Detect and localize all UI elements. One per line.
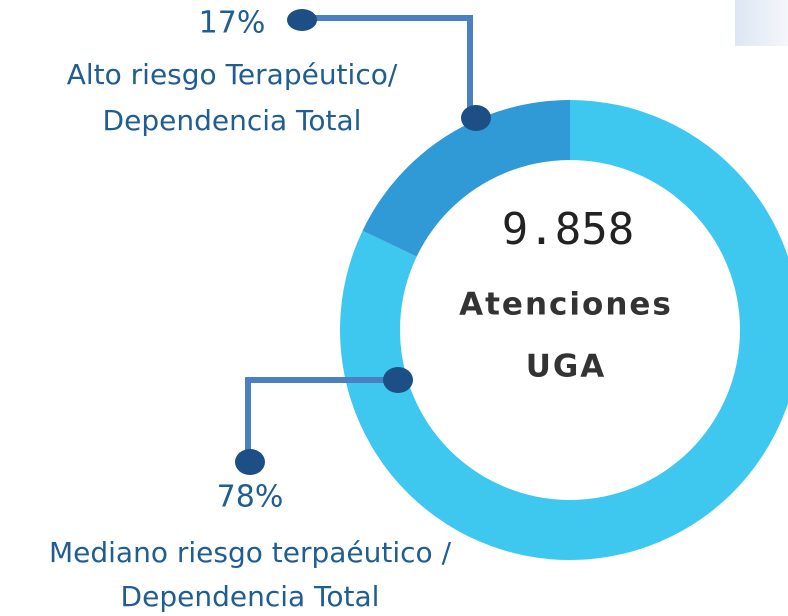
leader-dot (235, 449, 265, 475)
leader-line (300, 15, 473, 118)
value-label: 78% (217, 480, 284, 515)
leader-dot (287, 9, 317, 31)
category-label: Dependencia Total (121, 580, 380, 613)
center-label: Atenciones (459, 287, 673, 323)
category-label: Mediano riesgo terpaéutico / (49, 536, 452, 569)
leader-dot (383, 367, 413, 393)
corner-panel (735, 0, 788, 46)
leader-dot (461, 105, 491, 131)
center-label: UGA (526, 349, 607, 385)
value-label: 17% (199, 6, 266, 41)
donut-segment (362, 99, 570, 258)
category-label: Alto riesgo Terapéutico/ (67, 58, 398, 91)
center-value: 9.858 (502, 204, 634, 255)
donut (340, 99, 788, 560)
donut-hole (400, 160, 740, 500)
category-label: Dependencia Total (103, 104, 362, 137)
leader-line (245, 377, 398, 462)
